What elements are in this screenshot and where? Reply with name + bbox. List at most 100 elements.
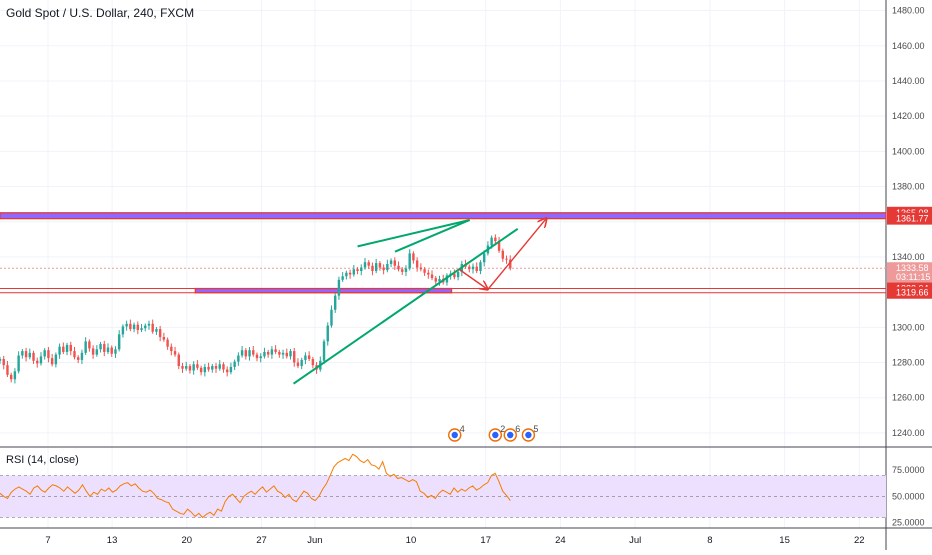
candle-body [121,326,125,335]
price-tick-label: 1260.00 [892,393,925,403]
candle-body [374,263,378,272]
candle-body [367,262,370,266]
candle-body [397,265,400,270]
price-tick-label: 1340.00 [892,252,925,262]
candle-body [73,351,76,358]
candle-body [307,355,311,360]
candle-body [80,352,84,360]
resistance-zone-1[interactable] [194,287,453,294]
candle-body [203,366,207,373]
trendline-1[interactable] [394,219,471,253]
candle-body [84,341,87,353]
candle-body [412,253,415,261]
economic-event-icon[interactable]: 4 [448,424,465,442]
candle-body [140,328,143,330]
candle-body [240,350,244,356]
candle-body [404,268,408,272]
trendline-2[interactable] [357,219,470,248]
candle-body [311,359,315,366]
candle-body [185,366,188,369]
candle-body [427,272,430,275]
candle-body [129,323,132,330]
candle-body [24,351,28,358]
price-tick-label: 1480.00 [892,6,925,16]
candle-body [270,349,274,355]
time-tick-label: 10 [406,535,417,546]
candle-body [21,351,24,356]
price-tick-label: 1280.00 [892,358,925,368]
candle-body [252,350,255,355]
candle-body [188,366,192,371]
candle-body [475,266,478,272]
candle-body [348,272,352,275]
economic-event-icon[interactable]: 6 [503,424,520,442]
candle-body [114,349,117,354]
candle-body [326,325,329,342]
candle-body [337,279,341,296]
rsi-tick-label: 75.0000 [892,465,925,475]
candle-body [233,361,236,367]
price-label-bg [887,286,932,299]
candle-body [255,354,259,359]
candle-body [151,323,154,332]
candle-body [248,350,251,357]
event-count: 6 [515,424,520,434]
economic-event-icon[interactable]: 5 [521,424,538,442]
price-label: 03:11:15 [896,272,930,282]
candle-body [259,356,262,359]
candle-body [225,369,229,373]
candle-body [50,358,54,365]
rsi-line[interactable] [0,453,511,519]
candle-body [95,349,99,355]
candle-body [36,360,39,364]
projection-arrow-1[interactable] [487,218,547,290]
candle-body [181,366,184,369]
candle-body [54,354,58,365]
candle-body [456,271,460,278]
time-tick-label: 20 [182,535,193,546]
candle-body [32,352,35,361]
candle-body [207,366,210,370]
projection-arrow-0[interactable] [458,268,488,289]
rsi-tick-label: 25.0000 [892,518,925,528]
event-count: 4 [460,424,465,434]
economic-event-icon[interactable]: 2 [488,424,505,442]
rsi-title: RSI (14, close) [6,454,79,466]
resistance-zone-0[interactable] [0,212,887,220]
candle-body [285,352,288,357]
event-flag [525,431,532,439]
candle-body [356,269,359,272]
candle-body [382,267,385,271]
candle-body [352,269,356,275]
candle-body [214,366,218,369]
price-label-bg [887,271,932,284]
candle-body [229,366,233,373]
candle-body [199,367,203,373]
candle-body [218,364,221,369]
candle-body [300,359,303,367]
candle-body [110,347,113,354]
event-flag [492,431,499,439]
event-flag [451,431,458,439]
candle-body [117,334,121,350]
candle-body [471,266,475,270]
candle-body [222,364,225,370]
candle-body [434,278,437,282]
candle-body [389,260,393,264]
time-tick-label: 13 [107,535,118,546]
candle-body [211,366,214,370]
candle-body [289,351,292,357]
candle-body [99,344,102,350]
candle-body [330,309,333,326]
candle-body [419,267,423,270]
candle-body [281,352,285,355]
candle-body [173,351,177,355]
candle-body [408,253,411,269]
trendline-0[interactable] [292,227,519,385]
candle-body [155,329,158,332]
time-tick-label: 24 [555,535,566,546]
candle-body [132,324,136,330]
price-label: 1319.66 [896,288,929,298]
time-tick-label: 8 [707,535,712,546]
